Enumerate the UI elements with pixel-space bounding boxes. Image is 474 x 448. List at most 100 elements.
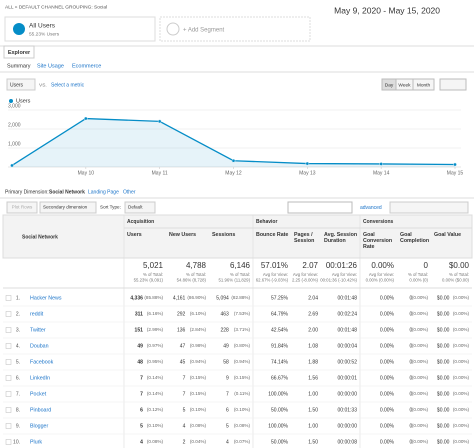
cell-percent: (0.00%) (453, 439, 470, 444)
total-value: 6,146 (230, 261, 251, 270)
secondary-dimension-button[interactable] (39, 201, 97, 214)
sort-select[interactable] (124, 201, 156, 214)
total-note: 2.25 (-8.00%) (292, 278, 319, 283)
column-header[interactable]: Sessions (212, 232, 236, 238)
column-header[interactable]: Pages / Session (294, 232, 315, 244)
cell-value: 7 (183, 375, 186, 381)
cell-value: 6 (226, 407, 229, 413)
total-note: 54.86% (8,728) (177, 278, 207, 283)
select-metric: Select a metric (51, 82, 85, 88)
segment-box[interactable] (4, 16, 156, 42)
cell-value: 151 (135, 327, 144, 333)
advanced-link: advanced (360, 205, 382, 211)
row-checkbox[interactable] (5, 407, 12, 413)
row-checkbox[interactable] (5, 439, 12, 445)
explorer-tab[interactable] (3, 45, 35, 59)
cell-value: 463 (220, 311, 229, 317)
column-header[interactable]: Goal Conversion Rate (363, 232, 393, 250)
cell-value: 45 (180, 359, 186, 365)
cell-percent: (0.14%) (147, 391, 164, 396)
row-name: Facebook (30, 359, 54, 365)
cell-percent: (0.00%) (412, 407, 429, 412)
plot-rows: Plot Rows (12, 205, 33, 210)
cell-percent: (0.00%) (412, 327, 429, 332)
cell-value: 0.00% (380, 327, 395, 333)
row-checkbox[interactable] (5, 391, 12, 397)
period-button[interactable] (412, 78, 435, 91)
cell-percent: (0.94%) (234, 359, 251, 364)
cell-value: $0.00 (437, 359, 450, 365)
cell-value: 0.00% (380, 375, 395, 381)
column-header[interactable]: Avg. Session Duration (324, 232, 358, 244)
cell-value: $0.00 (437, 295, 450, 301)
cell-value: 100.00% (268, 423, 288, 429)
total-note: % of Total: (186, 272, 206, 277)
sort-value: Default (128, 205, 143, 210)
cell-value: 4 (140, 439, 143, 445)
cell-value: 9 (226, 375, 229, 381)
cell-percent: (0.00%) (412, 423, 429, 428)
y-tick-label: 2,000 (8, 122, 21, 128)
total-note: Avg for View: (293, 272, 318, 277)
row-checkbox[interactable] (5, 343, 12, 349)
cell-percent: (0.04%) (190, 439, 207, 444)
row-index: 8. (16, 407, 20, 413)
cell-value: 42.54% (271, 327, 289, 333)
column-header[interactable]: Goal Value (434, 232, 462, 238)
cell-value: 0.00% (380, 439, 395, 445)
chart-type-buttons[interactable] (439, 78, 467, 91)
dimension-option: Landing Page (88, 189, 119, 195)
cell-value: 136 (177, 327, 186, 333)
row-checkbox[interactable] (5, 375, 12, 381)
column-header[interactable]: Bounce Rate (256, 232, 289, 238)
cell-percent: (0.00%) (453, 407, 470, 412)
x-tick-label: May 10 (78, 170, 95, 176)
cell-value: 57.25% (271, 295, 289, 301)
row-checkbox[interactable] (5, 295, 12, 301)
metric-select[interactable] (6, 78, 36, 91)
cell-value: $0.00 (437, 327, 450, 333)
group-header: Conversions (363, 219, 394, 225)
cell-percent: (0.08%) (234, 423, 251, 428)
plot-rows-button[interactable] (6, 201, 38, 214)
cell-value: 7 (226, 391, 229, 397)
column-header[interactable]: Goal Completions (400, 232, 429, 244)
add-segment-box[interactable] (159, 16, 311, 42)
cell-value: 0 (410, 423, 413, 429)
cell-value: 74.14% (271, 359, 289, 365)
row-name: Twitter (30, 327, 46, 333)
point (453, 162, 457, 167)
row-checkbox[interactable] (5, 423, 12, 429)
row-checkbox[interactable] (5, 359, 12, 365)
cell-percent: (0.00%) (453, 311, 470, 316)
row-checkbox[interactable] (5, 327, 12, 333)
column-header[interactable]: New Users (169, 232, 197, 238)
total-note: Avg for View: (369, 272, 394, 277)
y-tick-label: 3,000 (8, 103, 21, 109)
period: Week (398, 82, 411, 88)
metric: Users (10, 82, 24, 88)
cell-value: 0 (410, 407, 413, 413)
search-box[interactable] (287, 201, 353, 214)
cell-value: 1.88 (308, 359, 318, 365)
cell-value: 64.79% (271, 311, 289, 317)
cell-value: 0 (410, 439, 413, 445)
total-value: 2.07 (302, 261, 318, 270)
view-buttons[interactable] (389, 201, 469, 214)
cell-value: 0 (410, 343, 413, 349)
column-header[interactable]: Users (127, 232, 142, 238)
date-range: May 9, 2020 - May 15, 2020 (334, 5, 440, 15)
dimension-option: Other (123, 189, 136, 195)
row-checkbox[interactable] (5, 311, 12, 317)
total-note: 0.00% ($0.00) (442, 278, 470, 283)
cell-value: 0.00% (380, 343, 395, 349)
dimension-label: Primary Dimension: (5, 189, 49, 195)
secondary-dimension: Secondary dimension (43, 205, 88, 210)
cell-value: 1.56 (308, 375, 318, 381)
cell-percent: (0.00%) (453, 327, 470, 332)
total-value: 0.00% (371, 261, 394, 270)
cell-value: 00:00:00 (338, 391, 358, 397)
cell-value: 00:00:08 (338, 439, 358, 445)
total-note: Avg for View: (263, 272, 288, 277)
cell-value: 2.04 (308, 295, 318, 301)
